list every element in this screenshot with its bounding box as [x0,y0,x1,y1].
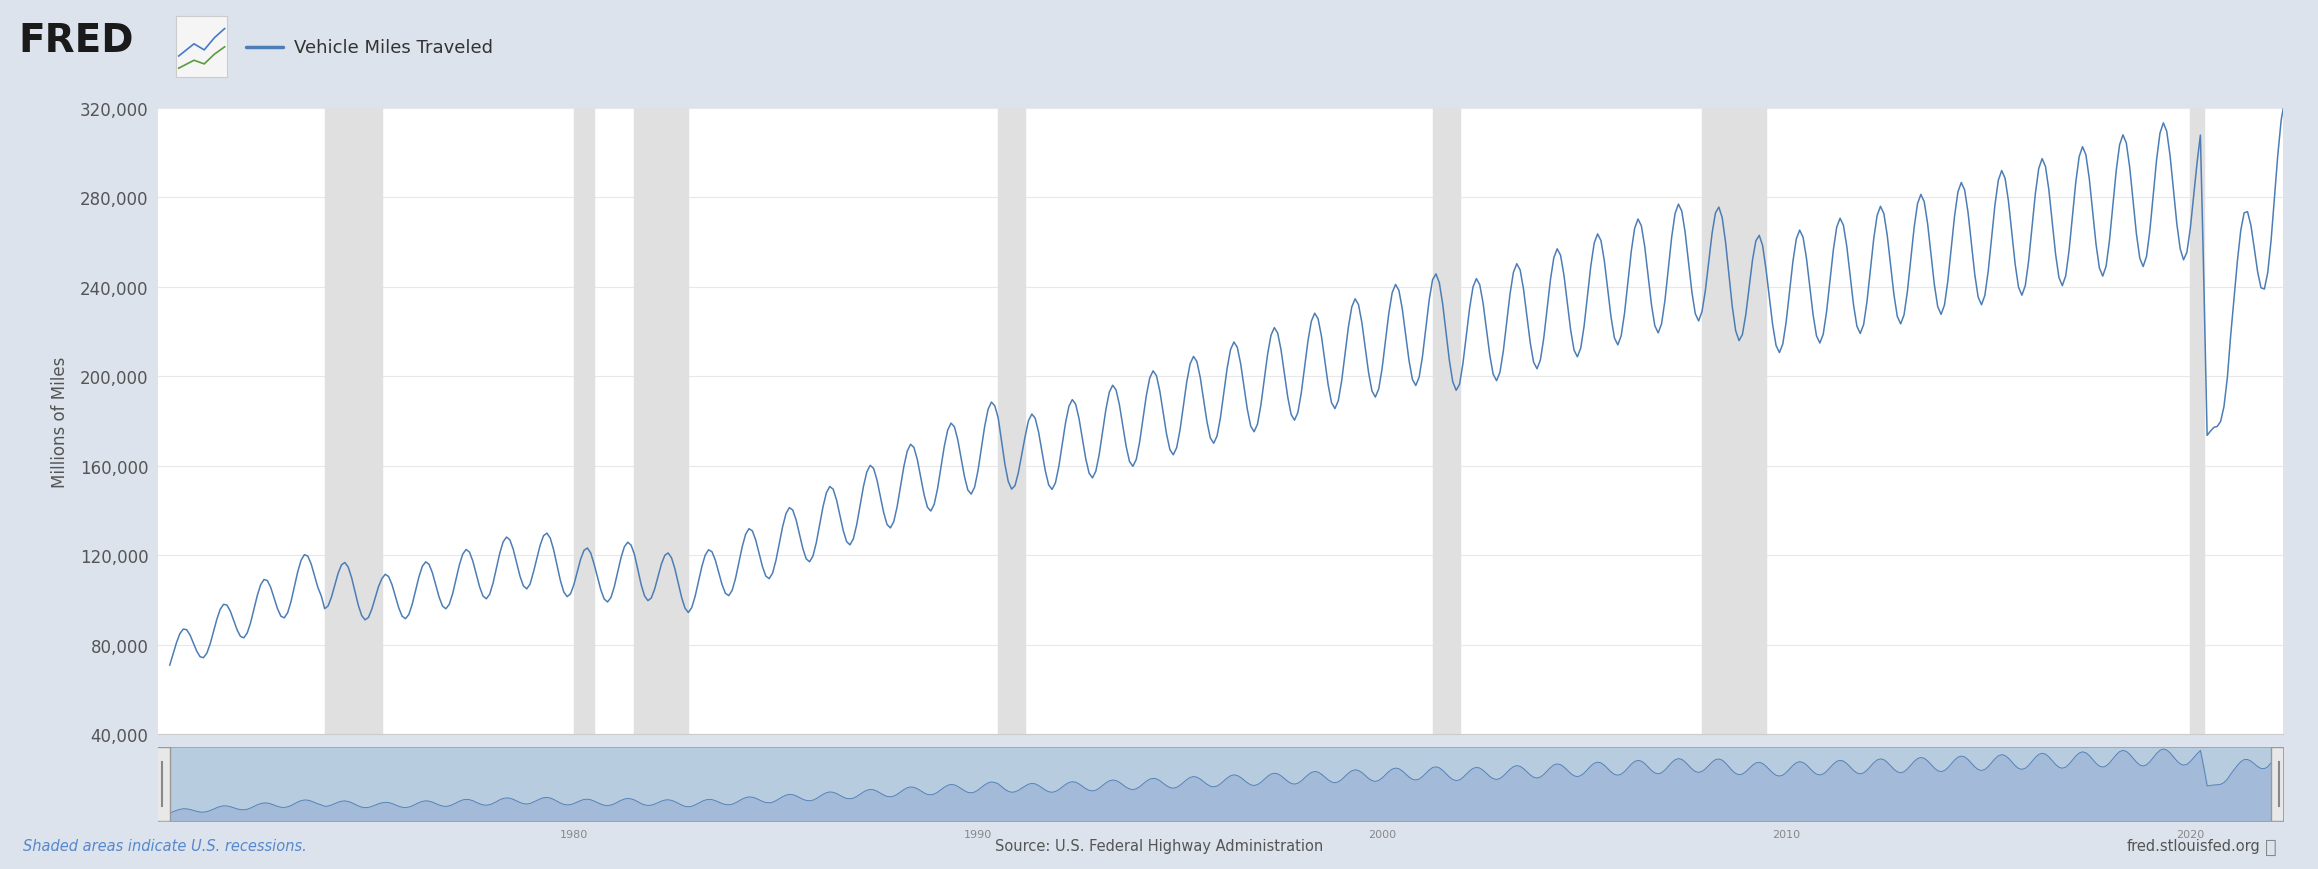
Text: fred.stlouisfed.org: fred.stlouisfed.org [2126,839,2260,853]
Text: Vehicle Miles Traveled: Vehicle Miles Traveled [294,39,494,56]
Bar [2191,109,2204,734]
Bar [1433,109,1460,734]
Bar [635,109,688,734]
Bar [2272,747,2295,821]
Bar [146,747,169,821]
Bar [999,109,1025,734]
Text: FRED: FRED [19,22,134,60]
Bar [1701,109,1766,734]
Bar [575,109,593,734]
Y-axis label: Millions of Miles: Millions of Miles [51,355,70,488]
Text: Source: U.S. Federal Highway Administration: Source: U.S. Federal Highway Administrat… [994,839,1324,853]
Bar [325,109,382,734]
Text: ⛶: ⛶ [2265,837,2276,856]
Text: Shaded areas indicate U.S. recessions.: Shaded areas indicate U.S. recessions. [23,839,306,853]
